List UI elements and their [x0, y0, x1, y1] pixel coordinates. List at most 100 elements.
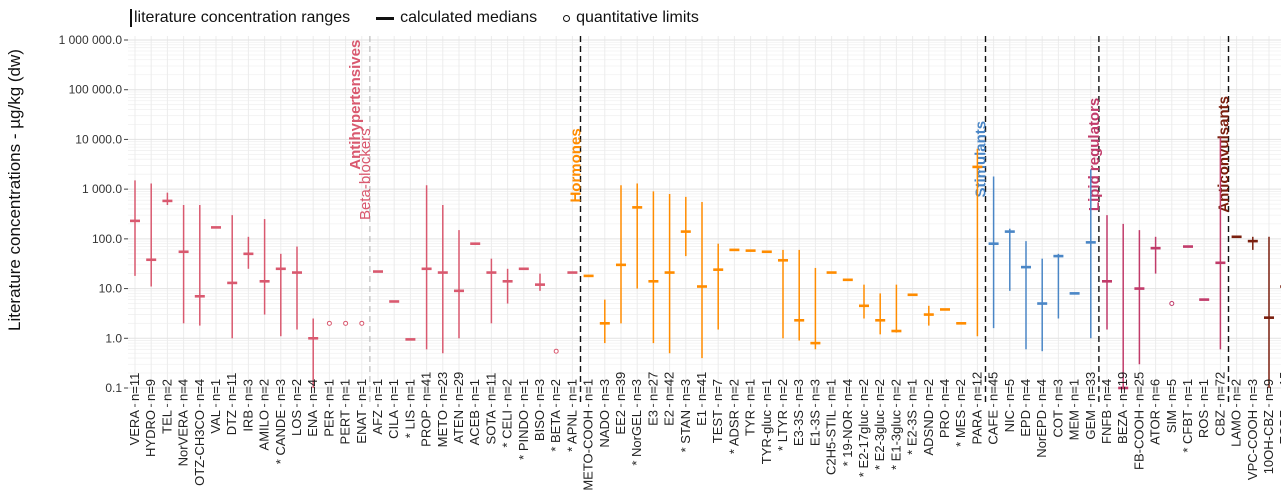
n-count-label: n=11 — [483, 373, 498, 401]
range-line-icon — [130, 9, 132, 27]
x-tick-label: GEM — [1083, 410, 1098, 440]
x-tick-label: MEM — [1067, 410, 1082, 440]
median-dash-icon — [376, 16, 395, 20]
n-count-label: n=39 — [613, 372, 628, 401]
group-title: Antihypertensives — [347, 40, 364, 170]
n-count-label: n=4 — [176, 379, 191, 401]
n-count-label: n=1 — [759, 379, 774, 401]
n-count-label: n=2 — [775, 379, 790, 401]
x-tick-label: E1 — [694, 410, 709, 426]
legend-label-ranges: literature concentration ranges — [134, 9, 351, 26]
n-count-label: n=6 — [1148, 379, 1163, 401]
n-count-label: n=4 — [305, 379, 320, 401]
x-tick-label: * PINDO — [516, 410, 531, 460]
x-tick-label: OTZ-CH3CO — [192, 410, 207, 486]
x-tick-label: NIC — [1002, 410, 1017, 432]
x-tick-label: * STAN — [678, 410, 693, 452]
y-tick-label: 100.0 — [92, 232, 122, 246]
x-tick-label: * E2-17gluc — [856, 410, 871, 478]
n-count-label: n=41 — [694, 372, 709, 401]
x-tick-label: * 19-NOR — [840, 410, 855, 466]
x-tick-label: AFZ — [370, 410, 385, 435]
n-count-label: n=1 — [321, 379, 336, 401]
n-count-label: n=11 — [127, 373, 142, 401]
n-count-label: n=23 — [435, 372, 450, 401]
n-count-label: n=3 — [678, 379, 693, 401]
n-count-label: n=7 — [710, 379, 725, 401]
n-count-label: n=15 — [1277, 372, 1281, 401]
x-tick-label: BEZA — [1115, 410, 1130, 444]
x-tick-label: IRB — [240, 410, 255, 432]
n-count-label: n=1 — [208, 379, 223, 401]
n-count-label: n=1 — [1196, 379, 1211, 401]
x-tick-label: EE2 — [613, 410, 628, 435]
x-tick-label: LOS — [289, 410, 304, 436]
x-tick-label: EPD — [1018, 410, 1033, 437]
n-count-label: n=3 — [240, 379, 255, 401]
x-tick-label: ACEB — [467, 410, 482, 445]
x-tick-label: ATEN — [451, 410, 466, 444]
x-tick-label: ECBZ — [1277, 410, 1281, 445]
x-tick-label: NorEPD — [1034, 410, 1049, 458]
n-count-label: n=2 — [726, 379, 741, 401]
n-count-label: n=11 — [224, 373, 239, 401]
plot-background — [128, 36, 1281, 404]
x-tick-label: ATOR — [1148, 410, 1163, 445]
n-count-label: n=1 — [338, 379, 353, 401]
limit-marker — [553, 348, 559, 354]
x-tick-label: PARA — [969, 410, 984, 445]
x-tick-label: * MES — [953, 410, 968, 447]
x-tick-label: PROP — [419, 410, 434, 447]
n-count-label: n=1 — [370, 379, 385, 401]
x-tick-label: SIM — [1164, 410, 1179, 433]
x-tick-label: CAFE — [986, 410, 1001, 445]
n-count-label: n=2 — [159, 379, 174, 401]
x-tick-label: ENAT — [354, 410, 369, 444]
x-tick-label: TEST — [710, 410, 725, 443]
n-count-label: n=1 — [1180, 379, 1195, 401]
x-tick-label: * CANDE — [273, 410, 288, 465]
x-tick-label: PER — [321, 410, 336, 437]
n-count-label: n=3 — [791, 379, 806, 401]
group-title: Lipid regulators — [1086, 98, 1103, 211]
x-tick-label: FNFB — [1099, 410, 1114, 444]
n-count-label: n=41 — [419, 372, 434, 401]
x-tick-label: VPC-COOH — [1245, 410, 1260, 480]
n-count-label: n=3 — [807, 379, 822, 401]
n-count-label: n=9 — [143, 379, 158, 401]
x-tick-label: COT — [1050, 410, 1065, 438]
n-count-label: n=3 — [532, 379, 547, 401]
n-count-label: n=1 — [402, 379, 417, 401]
x-tick-label: VAL — [208, 410, 223, 434]
n-count-label: n=1 — [467, 379, 482, 401]
limit-circle-icon — [563, 14, 571, 22]
legend-label-medians: calculated medians — [400, 9, 538, 26]
n-count-label: n=4 — [1034, 379, 1049, 401]
n-count-label: n=2 — [888, 379, 903, 401]
x-tick-label: BISO — [532, 410, 547, 441]
x-tick-label: AMILO — [257, 410, 272, 450]
x-tick-label: METO-COOH — [581, 410, 596, 491]
x-tick-label: * LTYR — [775, 410, 790, 451]
chart-legend: literature concentration ranges calculat… — [130, 0, 725, 36]
n-count-label: n=3 — [597, 379, 612, 401]
x-tick-label: C2H5-STIL — [824, 410, 839, 475]
n-count-label: n=4 — [840, 379, 855, 401]
legend-item-limits: quantitative limits — [563, 9, 699, 27]
legend-item-ranges: literature concentration ranges — [130, 9, 350, 27]
x-tick-label: * E2-3S — [905, 410, 920, 455]
x-tick-label: * ADSR — [726, 410, 741, 454]
x-tick-label: ROS — [1196, 410, 1211, 439]
n-count-label: n=1 — [564, 379, 579, 401]
n-count-label: n=2 — [921, 379, 936, 401]
x-tick-label: TEL — [159, 410, 174, 434]
x-tick-label: * E1-3gluc — [888, 410, 903, 470]
n-count-label: n=4 — [1099, 379, 1114, 401]
x-tick-label: E3-3S — [791, 410, 806, 446]
limit-marker — [343, 320, 349, 326]
n-count-label: n=1 — [824, 379, 839, 401]
n-count-label: n=45 — [986, 372, 1001, 401]
y-tick-label: 0.1 — [105, 381, 122, 395]
n-count-label: n=2 — [548, 379, 563, 401]
